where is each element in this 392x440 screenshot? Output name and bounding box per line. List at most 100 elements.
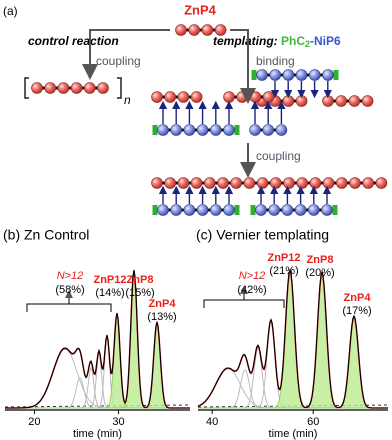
bracket-label: N>12: [57, 270, 84, 282]
porphyrin: [307, 204, 320, 216]
porphyrin: [170, 204, 182, 216]
end-group: [333, 70, 339, 80]
end-group: [250, 205, 256, 215]
porphyrin: [322, 95, 334, 107]
porphyrin: [164, 91, 176, 103]
porphyrin: [268, 204, 281, 216]
porphyrin: [275, 124, 288, 136]
porphyrin: [223, 91, 235, 103]
porphyrin: [157, 124, 169, 136]
panel-label: (a): [3, 4, 18, 18]
panel-label: (c) Vernier templating: [196, 227, 329, 243]
porphyrin: [183, 124, 196, 136]
porphyrin: [44, 82, 57, 94]
template-b: -NiP6: [310, 34, 341, 48]
porphyrin: [84, 82, 96, 94]
bracket: [203, 299, 285, 308]
porphyrin: [255, 204, 267, 216]
arrow: [82, 29, 170, 80]
molecules: [31, 24, 388, 216]
porphyrin: [375, 177, 388, 189]
x-tick-label: 30: [112, 416, 124, 428]
porphyrin: [190, 177, 203, 189]
porphyrin: [282, 69, 295, 81]
porphyrin: [281, 204, 294, 216]
bracket-label: N>12: [239, 270, 266, 282]
porphyrin: [335, 177, 348, 189]
porphyrin: [188, 24, 200, 36]
peak-percent: (20%): [305, 267, 334, 279]
bracket-percent: (58%): [55, 284, 84, 296]
porphyrin: [70, 82, 83, 94]
end-group: [152, 205, 158, 215]
porphyrin: [308, 69, 321, 81]
porphyrin: [57, 82, 70, 94]
x-axis-label: time (min): [73, 428, 122, 440]
porphyrin: [151, 177, 163, 189]
panel-label: (b) Zn Control: [3, 227, 89, 243]
peak-label: ZnP8: [127, 274, 154, 286]
porphyrin: [201, 24, 214, 36]
porphyrin: [210, 124, 222, 136]
porphyrin: [210, 204, 222, 216]
x-tick-label: 60: [307, 416, 319, 428]
porphyrin: [294, 204, 307, 216]
porphyrin: [217, 177, 229, 189]
peak-label: ZnP4: [149, 298, 177, 310]
porphyrin: [296, 177, 309, 189]
porphyrin: [282, 95, 295, 107]
porphyrin: [196, 204, 209, 216]
peak-label: ZnP12: [267, 252, 300, 264]
porphyrin: [214, 24, 227, 36]
porphyrin: [243, 177, 256, 189]
x-tick-label: 40: [206, 416, 218, 428]
porphyrin: [322, 177, 335, 189]
porphyrin: [204, 177, 216, 189]
peak-label: ZnP8: [307, 254, 334, 266]
porphyrin: [362, 177, 375, 189]
porphyrin: [262, 91, 275, 103]
porphyrin: [283, 177, 295, 189]
porphyrin: [196, 124, 209, 136]
porphyrin: [170, 124, 182, 136]
trace: [197, 268, 388, 409]
peak-label: ZnP12: [93, 274, 126, 286]
porphyrin: [249, 91, 262, 103]
control-label: control reaction: [28, 34, 119, 48]
x-tick-label: 20: [28, 416, 40, 428]
x-axis-label: time (min): [269, 428, 318, 440]
peak-label: ZnP4: [344, 292, 372, 304]
porphyrin: [321, 204, 333, 216]
templating-label: templating: PhC2-NiP6: [213, 34, 341, 49]
porphyrin: [236, 91, 248, 103]
porphyrin: [322, 69, 334, 81]
coupling-label: coupling: [256, 149, 301, 163]
porphyrin: [151, 91, 163, 103]
binding-label: binding: [256, 54, 295, 68]
bracket: [26, 303, 112, 312]
porphyrin: [230, 177, 242, 189]
porphyrin: [361, 95, 374, 107]
peak-percent: (15%): [125, 287, 154, 299]
porphyrin: [256, 177, 269, 189]
bracket-percent: (42%): [237, 284, 266, 296]
porphyrin: [295, 69, 308, 81]
porphyrin: [349, 177, 361, 189]
peak-percent: (17%): [342, 305, 371, 317]
porphyrin: [177, 91, 190, 103]
porphyrin: [223, 204, 235, 216]
porphyrin: [335, 95, 348, 107]
trace: [5, 269, 190, 409]
porphyrin: [348, 95, 361, 107]
porphyrin: [269, 69, 282, 81]
coupling-label: coupling: [96, 54, 141, 68]
end-group: [234, 205, 240, 215]
end-group: [251, 70, 257, 80]
porphyrin: [190, 91, 203, 103]
porphyrin: [97, 82, 109, 94]
porphyrin: [223, 124, 235, 136]
peak-percent: (14%): [95, 287, 124, 299]
porphyrin: [256, 69, 268, 81]
